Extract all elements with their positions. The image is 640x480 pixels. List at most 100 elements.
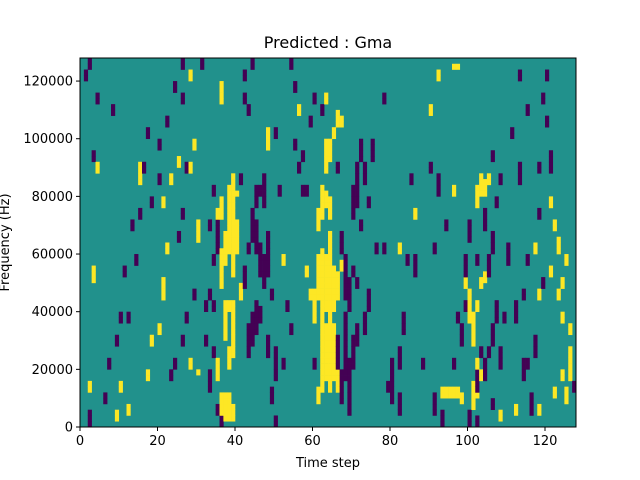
y-tick-label: 80000 [32, 190, 73, 205]
heatmap-cell [328, 230, 333, 238]
heatmap-cell [343, 294, 348, 301]
heatmap-cell [250, 236, 255, 243]
heatmap-cell [386, 380, 391, 387]
heatmap-cell [335, 363, 340, 370]
heatmap-cell [184, 167, 189, 174]
heatmap-cell [316, 265, 321, 272]
heatmap-cell [320, 386, 325, 393]
heatmap-cell [490, 150, 495, 157]
heatmap-cell [459, 334, 464, 341]
heatmap-cell [370, 150, 375, 157]
heatmap-cell [486, 179, 492, 186]
heatmap-cell [262, 196, 267, 203]
heatmap-cell [273, 375, 278, 382]
heatmap-cell [347, 403, 352, 411]
x-tick-label: 20 [149, 434, 166, 449]
heatmap-cell [320, 184, 325, 191]
heatmap-cell [242, 271, 247, 278]
heatmap-cell [87, 380, 92, 387]
heatmap-cell [545, 75, 550, 82]
heatmap-cell [525, 109, 530, 116]
heatmap-cell [471, 340, 476, 347]
heatmap-cell [490, 334, 495, 341]
heatmap-cell [548, 196, 554, 203]
heatmap-cell [479, 375, 484, 382]
heatmap-cell [207, 386, 213, 393]
heatmap-cell [471, 403, 476, 411]
heatmap-cell [494, 202, 499, 209]
heatmap-cell [126, 311, 131, 318]
heatmap-cell [145, 127, 151, 134]
heatmap-cell [568, 363, 573, 370]
heatmap-cell [266, 352, 271, 359]
heatmap-cell [328, 352, 333, 359]
heatmap-cell [246, 109, 251, 116]
heatmap-cell [324, 375, 329, 382]
heatmap-cell [231, 225, 236, 232]
heatmap-cell [347, 409, 352, 416]
heatmap-cell [521, 288, 526, 295]
heatmap-cell [463, 259, 468, 266]
heatmap-cell [114, 334, 120, 341]
heatmap-cell [231, 334, 236, 341]
heatmap-cell [335, 334, 340, 341]
heatmap-cell [475, 357, 480, 364]
heatmap-cell [324, 277, 329, 284]
heatmap-cell [432, 409, 437, 416]
heatmap-cell [235, 236, 240, 243]
heatmap-cell [231, 259, 236, 266]
heatmap-cell [223, 230, 228, 238]
heatmap-cell [316, 259, 321, 266]
heatmap-cell [405, 259, 410, 266]
heatmap-cell [320, 248, 325, 255]
heatmap-cell [529, 398, 534, 405]
heatmap-cell [250, 58, 255, 65]
heatmap-cell [215, 248, 220, 255]
heatmap-cell [328, 340, 333, 347]
heatmap-cell [238, 282, 244, 289]
heatmap-cell [320, 288, 325, 295]
heatmap-cell [331, 334, 337, 341]
heatmap-cell [351, 202, 356, 209]
heatmap-cell [83, 75, 89, 82]
heatmap-cell [246, 104, 251, 111]
heatmap-cell [541, 277, 546, 284]
heatmap-cell [254, 225, 259, 232]
heatmap-cell [149, 202, 154, 209]
heatmap-cell [331, 271, 337, 278]
heatmap-cell [231, 346, 236, 353]
heatmap-cell [122, 271, 127, 278]
heatmap-cell [157, 179, 162, 186]
y-tick-label: 20000 [32, 363, 73, 378]
heatmap-cell [262, 277, 267, 284]
heatmap-cell [324, 300, 329, 307]
heatmap-cell [184, 311, 189, 318]
heatmap-cell [343, 259, 348, 266]
heatmap-cell [552, 386, 557, 393]
heatmap-cell [316, 277, 321, 284]
heatmap-cell [258, 248, 263, 255]
heatmap-cell [413, 259, 418, 266]
heatmap-cell [324, 167, 329, 174]
heatmap-cell [266, 271, 271, 278]
heatmap-cell [347, 277, 352, 284]
heatmap-cell [173, 86, 178, 93]
heatmap-cell [517, 75, 523, 82]
heatmap-cell [390, 386, 395, 393]
heatmap-cell [223, 334, 228, 341]
heatmap-cell [351, 363, 356, 370]
heatmap-cell [483, 219, 488, 226]
heatmap-cell [436, 173, 441, 180]
heatmap-cell [328, 156, 333, 163]
heatmap-cell [173, 363, 178, 370]
heatmap-cell [444, 386, 449, 393]
heatmap-cell [362, 167, 368, 174]
heatmap-cell [103, 392, 108, 399]
heatmap-cell [219, 98, 224, 105]
heatmap-cell [328, 317, 333, 324]
heatmap-cell [273, 352, 278, 359]
heatmap-cell [343, 357, 348, 364]
heatmap-cell [320, 254, 325, 261]
heatmap-cell [335, 277, 340, 284]
heatmap-cell [254, 311, 259, 318]
